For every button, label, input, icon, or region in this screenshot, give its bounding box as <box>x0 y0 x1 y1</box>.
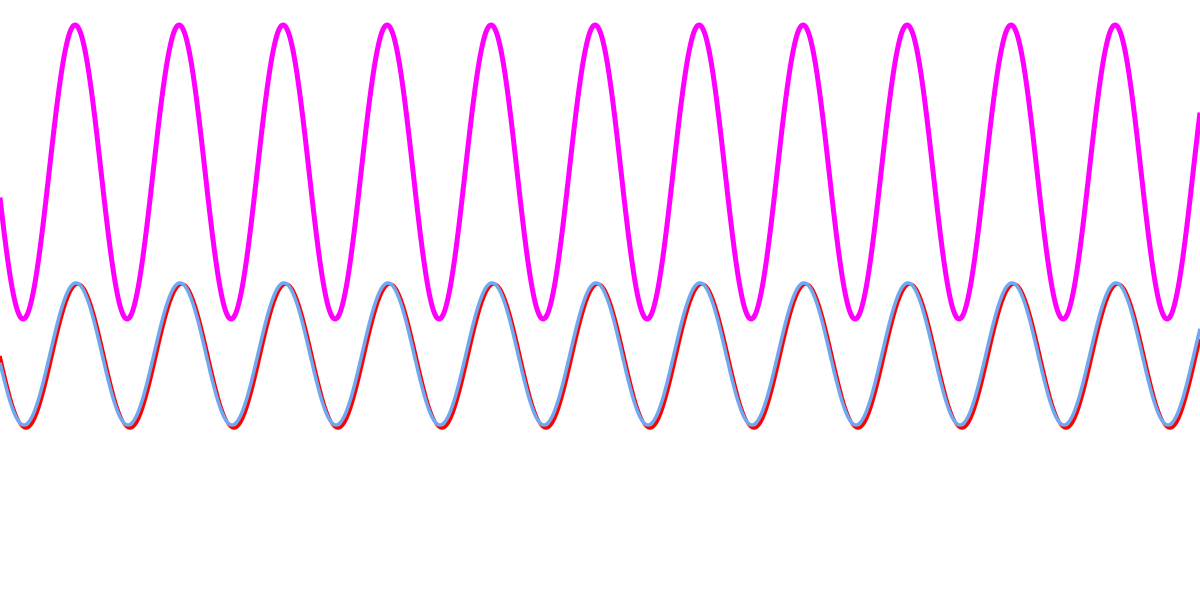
series-line-3 <box>0 281 1200 427</box>
series-line-1 <box>0 22 1200 322</box>
series-layer <box>0 22 1200 430</box>
